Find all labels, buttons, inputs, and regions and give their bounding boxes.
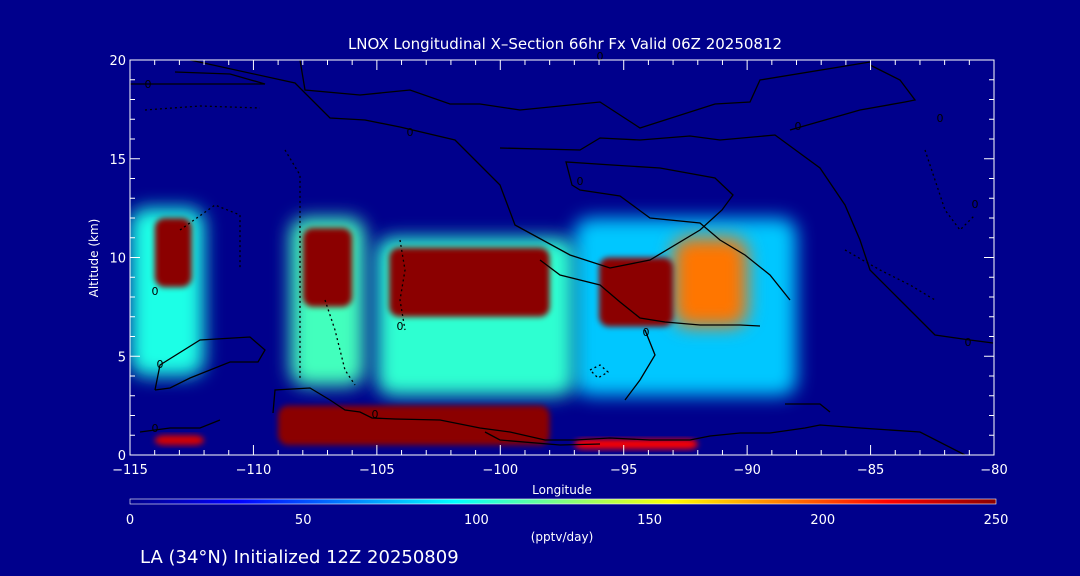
x-tick-label: −110 — [236, 463, 272, 478]
y-tick-label: 15 — [109, 153, 126, 168]
lnox-field — [130, 208, 797, 450]
contour-line — [539, 259, 761, 327]
contour-label: 0 — [157, 358, 164, 371]
lnox-cell — [389, 247, 550, 317]
colorbar-tick-label: 50 — [295, 513, 312, 528]
axes: −115 −110 −105 −100 −95 −90 −85 −80 0 5 10 15 20 — [109, 54, 1007, 478]
colorbar — [129, 498, 997, 505]
x-tick-label: −85 — [857, 463, 884, 478]
contour-line — [139, 419, 221, 433]
contour-label: 0 — [597, 50, 604, 63]
contour-line-dotted — [844, 249, 936, 301]
contour-labels: 0 0 0 0 0 0 0 0 0 0 0 0 0 0 — [145, 50, 979, 435]
contour-line — [299, 60, 871, 129]
lnox-cell — [154, 218, 192, 288]
contour-line — [624, 329, 656, 401]
contour-line — [785, 403, 831, 413]
contour-line-dotted — [588, 364, 610, 379]
lnox-cell — [278, 405, 550, 446]
x-tick-label: −105 — [359, 463, 395, 478]
colorbar-tick-label: 250 — [984, 513, 1009, 528]
contour-label: 0 — [152, 285, 159, 298]
contour-line — [154, 336, 266, 391]
lnox-cell — [599, 257, 674, 327]
contour-line — [789, 64, 917, 131]
colorbar-units: (pptv/day) — [531, 530, 594, 544]
contour-lines-dotted — [144, 105, 976, 386]
lnox-cell — [302, 227, 353, 307]
contour-label: 0 — [795, 120, 802, 133]
y-axis-label: Altitude (km) — [87, 219, 101, 298]
y-tick-label: 5 — [118, 350, 126, 365]
contour-line-dotted — [399, 239, 406, 331]
x-tick-label: −80 — [980, 463, 1007, 478]
x-tick-label: −90 — [733, 463, 760, 478]
x-tick-label: −115 — [112, 463, 148, 478]
lnox-cell — [574, 439, 698, 450]
contour-line-dotted — [284, 149, 301, 380]
contour-label: 0 — [577, 175, 584, 188]
contour-label: 0 — [407, 126, 414, 139]
chart-title: LNOX Longitudinal X–Section 66hr Fx Vali… — [348, 35, 782, 53]
contour-label: 0 — [972, 198, 979, 211]
contour-line — [499, 134, 994, 344]
y-tick-label: 20 — [109, 54, 126, 69]
contour-label: 0 — [965, 336, 972, 349]
y-tick-label: 10 — [109, 252, 126, 267]
colorbar-tick-label: 200 — [810, 513, 835, 528]
contour-label: 0 — [145, 78, 152, 91]
contour-line — [189, 60, 791, 301]
contour-label: 0 — [397, 320, 404, 333]
contour-line-dotted — [324, 299, 356, 386]
colorbar-ticks: 0 50 100 150 200 250 — [126, 513, 1009, 528]
contour-label: 0 — [152, 422, 159, 435]
contour-line-dotted — [179, 204, 241, 270]
x-tick-label: −95 — [610, 463, 637, 478]
y-tick-label: 0 — [118, 449, 126, 464]
contour-line — [272, 387, 966, 455]
lnox-cell — [673, 237, 748, 327]
contour-line — [484, 431, 601, 446]
colorbar-tick-label: 0 — [126, 513, 134, 528]
colorbar-tick-label: 100 — [464, 513, 489, 528]
contour-label: 0 — [372, 408, 379, 421]
contour-label: 0 — [937, 112, 944, 125]
contour-lines — [130, 60, 994, 455]
contour-line-dotted — [924, 149, 976, 231]
x-axis-label: Longitude — [532, 483, 592, 497]
lnox-cell — [154, 435, 205, 446]
contour-label: 0 — [643, 326, 650, 339]
x-tick-label: −100 — [482, 463, 518, 478]
init-info: LA (34°N) Initialized 12Z 20250809 — [140, 547, 459, 568]
contour-line-dotted — [144, 105, 261, 111]
colorbar-tick-label: 150 — [637, 513, 662, 528]
contour-line — [130, 71, 266, 85]
